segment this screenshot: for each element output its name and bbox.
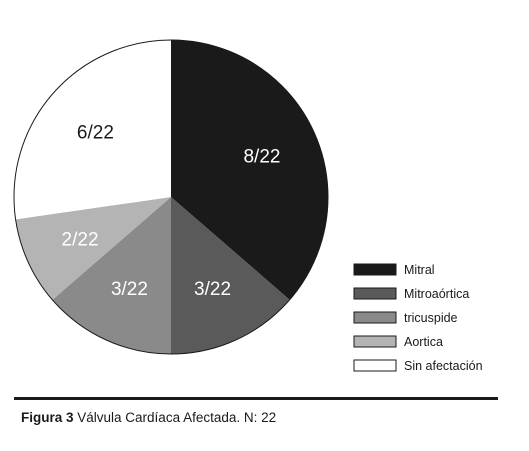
figure-caption-label: Figura 3 (21, 410, 74, 425)
legend-swatch (353, 263, 397, 276)
pie-slice-mitroaórtica (171, 197, 290, 354)
pie-slice-label: 2/22 (62, 230, 99, 251)
pie-slice-tricuspide (52, 197, 171, 354)
pie-slice-label: 8/22 (243, 146, 280, 167)
pie-outline (13, 39, 329, 355)
legend-label: tricuspide (404, 311, 458, 325)
legend-swatch (353, 335, 397, 348)
pie-slice-label: 3/22 (111, 279, 148, 300)
pie-slices (13, 39, 329, 355)
pie-slice-labels: 8/22 3/22 3/22 2/22 6/22 (62, 123, 281, 300)
legend-label: Mitral (404, 263, 435, 277)
figure-caption-text: Válvula Cardíaca Afectada. N: 22 (73, 410, 277, 425)
caption-divider (14, 397, 498, 400)
legend-label: Mitroaórtica (404, 287, 469, 301)
pie-slice-label: 3/22 (194, 279, 231, 300)
pie-slice-sin-afectación (13, 40, 171, 220)
pie-slice-aortica (15, 197, 171, 300)
legend-swatch (353, 359, 397, 372)
legend-label: Sin afectación (404, 359, 483, 373)
legend-swatch (353, 311, 397, 324)
legend-swatch (353, 287, 397, 300)
legend: Mitral Mitroaórtica tricuspide Aortica Sin a… (353, 263, 483, 373)
legend-label: Aortica (404, 335, 443, 349)
pie-slice-label: 6/22 (77, 123, 114, 144)
pie-slice-mitral (171, 40, 329, 300)
figure-caption: Figura 3 Válvula Cardíaca Afectada. N: 2… (21, 410, 276, 425)
